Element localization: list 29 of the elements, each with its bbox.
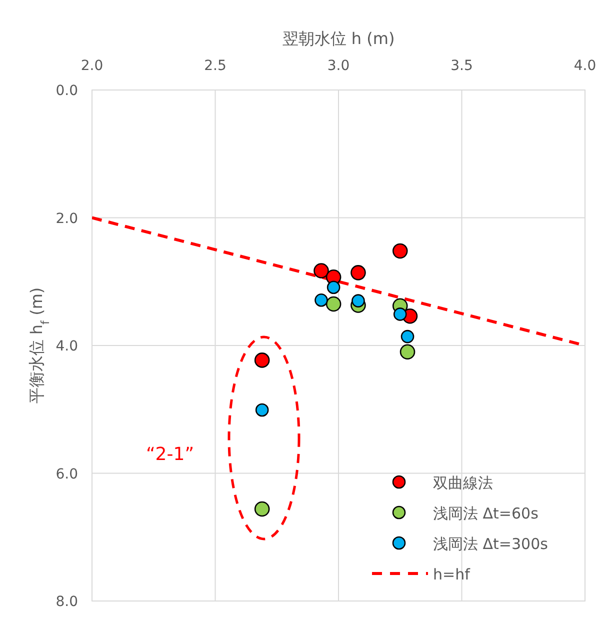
legend-label: 浅岡法 Δt=60s: [433, 504, 539, 522]
x-tick-label: 3.5: [450, 58, 473, 74]
legend-label: h=hf: [433, 566, 471, 584]
x-tick-label: 3.0: [327, 58, 350, 74]
point: [326, 296, 342, 312]
point: [350, 265, 366, 280]
point: [393, 308, 407, 321]
y-tick-label: 4.0: [56, 338, 78, 354]
point: [255, 403, 269, 417]
y-tick-label: 8.0: [56, 594, 78, 610]
point: [400, 344, 416, 360]
y-tick-label: 6.0: [56, 466, 78, 482]
legend-label: 浅岡法 Δt=300s: [433, 535, 548, 553]
legend-label: 双曲線法: [433, 474, 493, 492]
x-tick-label: 2.5: [204, 58, 226, 74]
point: [326, 280, 340, 294]
annotation: “2-1”: [146, 444, 194, 465]
point: [314, 294, 328, 307]
x-axis-title: 翌朝水位 h (m): [282, 29, 395, 48]
x-tick-label: 2.0: [80, 58, 104, 74]
point: [254, 501, 270, 517]
point: [352, 294, 365, 308]
y-tick-label: 0.0: [56, 83, 78, 99]
y-tick-label: 2.0: [56, 210, 78, 227]
point: [392, 243, 408, 259]
x-tick-label: 4.0: [574, 58, 596, 74]
point: [400, 330, 414, 344]
point: [314, 263, 329, 278]
point: [254, 352, 270, 368]
